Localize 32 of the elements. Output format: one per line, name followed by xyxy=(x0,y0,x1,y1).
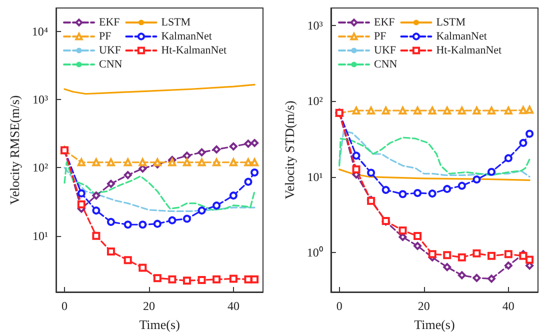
legend-label: UKF xyxy=(374,44,396,56)
legend-label: PF xyxy=(374,30,386,42)
legend-label: CNN xyxy=(99,58,122,70)
y-tick-label: 10³ xyxy=(307,18,324,32)
legend-label: Ht-KalmanNet xyxy=(161,44,227,56)
x-tick-label: 40 xyxy=(502,299,514,313)
y-tick-label: 10⁴ xyxy=(32,24,48,38)
x-tick-label: 40 xyxy=(227,299,240,313)
legend-label: CNN xyxy=(374,58,398,70)
x-tick-label: 20 xyxy=(418,299,430,313)
y-tick-label: 10¹ xyxy=(32,228,48,243)
y-axis-title: Velocity RMSE(m/s) xyxy=(7,95,22,205)
legend-label: Ht-KalmanNet xyxy=(436,44,502,56)
x-tick-label: 0 xyxy=(62,299,68,313)
x-axis-title: Time(s) xyxy=(139,317,180,332)
y-axis-title: Velocity STD(m/s) xyxy=(282,100,297,200)
y-tick-label: 10³ xyxy=(32,92,48,107)
x-tick-label: 0 xyxy=(336,299,342,313)
legend-label: LSTM xyxy=(436,16,466,28)
y-tick-label: 10¹ xyxy=(307,170,324,184)
y-tick-label: 10² xyxy=(307,94,324,108)
legend-label: KalmanNet xyxy=(161,30,212,42)
legend-label: EKF xyxy=(374,16,395,28)
legend-label: PF xyxy=(99,30,112,42)
legend-label: EKF xyxy=(99,16,120,28)
legend-label: UKF xyxy=(99,44,122,56)
x-tick-label: 20 xyxy=(142,299,155,313)
legend-label: KalmanNet xyxy=(436,30,487,42)
y-tick-label: 10⁰ xyxy=(306,245,323,260)
legend-label: LSTM xyxy=(161,16,191,28)
y-tick-label: 10² xyxy=(32,160,48,175)
x-axis-title: Time(s) xyxy=(414,317,455,332)
